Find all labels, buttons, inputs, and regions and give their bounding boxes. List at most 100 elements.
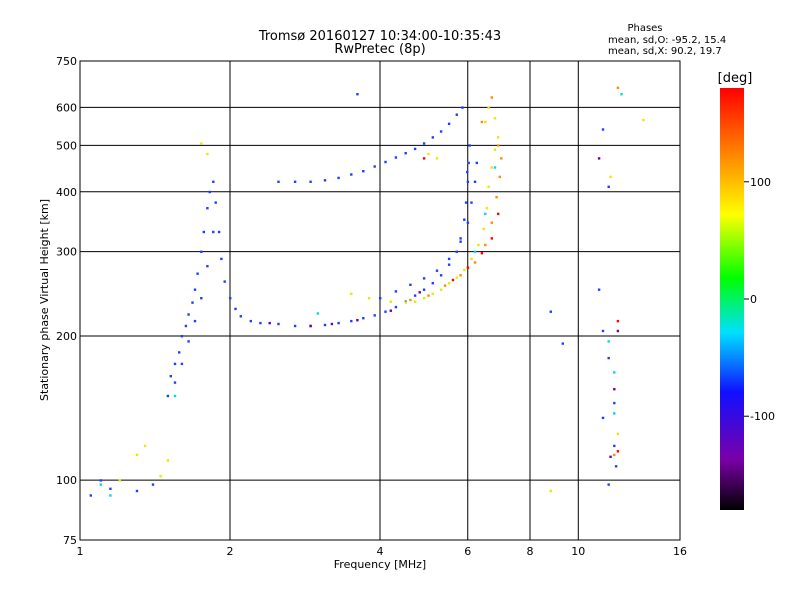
data-point xyxy=(473,180,477,183)
data-point xyxy=(447,122,451,125)
data-point xyxy=(200,250,203,253)
data-point xyxy=(422,157,426,160)
data-point xyxy=(613,371,616,374)
data-point xyxy=(169,375,172,378)
data-point xyxy=(166,459,170,462)
data-point xyxy=(143,444,147,448)
data-point xyxy=(484,120,487,124)
data-point xyxy=(293,180,297,183)
data-point xyxy=(214,201,217,204)
data-point xyxy=(431,292,434,296)
data-point xyxy=(373,165,376,168)
data-point xyxy=(439,288,443,291)
data-point xyxy=(404,301,407,304)
data-point xyxy=(451,278,455,282)
data-point xyxy=(597,288,601,291)
data-point xyxy=(613,412,616,415)
data-point xyxy=(184,324,188,328)
y-tick-label: 500 xyxy=(56,139,77,152)
data-point xyxy=(490,96,493,99)
data-point xyxy=(99,483,102,486)
data-point xyxy=(173,381,177,384)
data-point xyxy=(362,170,365,173)
colorbar-label: [deg] xyxy=(718,71,753,86)
data-point xyxy=(463,218,466,221)
data-point xyxy=(497,144,500,147)
data-point xyxy=(597,157,601,160)
data-point xyxy=(323,179,327,182)
data-point xyxy=(223,280,226,283)
data-point xyxy=(467,161,470,165)
data-point xyxy=(620,93,623,96)
data-point xyxy=(418,291,421,294)
colorbar-tick-label: -100 xyxy=(750,410,775,423)
data-point xyxy=(463,268,466,272)
data-point xyxy=(447,263,451,266)
x-tick-label: 8 xyxy=(527,545,534,558)
data-point xyxy=(330,322,334,326)
data-point xyxy=(470,257,473,261)
data-point xyxy=(316,312,320,315)
data-point xyxy=(616,329,620,333)
colorbar-tick-label: 0 xyxy=(750,293,757,306)
data-point xyxy=(493,166,497,169)
data-point xyxy=(459,274,462,277)
data-point xyxy=(466,180,470,183)
data-point xyxy=(394,290,398,293)
data-point xyxy=(490,166,493,169)
data-point xyxy=(206,207,209,210)
data-point xyxy=(99,479,102,482)
data-point xyxy=(601,128,605,131)
data-point xyxy=(439,130,443,133)
data-point xyxy=(601,329,605,333)
data-point xyxy=(180,362,184,366)
data-point xyxy=(220,257,223,261)
data-point xyxy=(614,465,618,468)
data-point xyxy=(447,282,451,285)
data-point xyxy=(468,144,471,147)
data-point xyxy=(431,136,434,139)
data-point xyxy=(350,173,353,176)
data-point xyxy=(607,483,610,486)
grid-lines xyxy=(80,61,680,540)
data-point xyxy=(455,113,458,116)
data-point xyxy=(422,288,426,291)
stats-x-mode: mean, sd,X: 90.2, 19.7 xyxy=(608,46,722,57)
chart-subtitle: RwPretec (8p) xyxy=(334,42,425,57)
data-point xyxy=(337,321,340,325)
data-point xyxy=(413,147,417,151)
scatter-points xyxy=(89,86,645,497)
data-point xyxy=(607,356,610,360)
data-point xyxy=(497,212,500,216)
data-point xyxy=(443,284,447,287)
data-point xyxy=(135,489,139,493)
data-point xyxy=(642,118,645,122)
data-point xyxy=(384,160,387,164)
data-point xyxy=(601,416,605,420)
data-point xyxy=(212,180,215,183)
data-point xyxy=(109,494,112,497)
data-point xyxy=(409,298,412,302)
data-point xyxy=(490,221,493,224)
data-point xyxy=(249,319,252,323)
y-axis-label: Stationary phase Virtual Height [km] xyxy=(38,199,51,401)
data-point xyxy=(180,335,184,338)
data-point xyxy=(356,319,359,322)
data-point xyxy=(362,317,365,320)
data-point xyxy=(173,394,177,398)
data-point xyxy=(477,243,480,247)
data-point xyxy=(89,494,92,497)
data-point xyxy=(613,388,616,391)
data-point xyxy=(367,297,371,300)
data-point xyxy=(435,269,439,272)
data-point xyxy=(239,315,242,318)
x-tick-label: 6 xyxy=(464,545,471,558)
data-point xyxy=(464,201,468,204)
data-point xyxy=(200,297,203,300)
data-point xyxy=(309,324,312,328)
plot-frame xyxy=(79,60,681,541)
stats-header: Phases xyxy=(627,23,662,34)
chart-title: Tromsø 20160127 10:34:00-10:35:43 xyxy=(258,29,501,44)
y-tick-label: 400 xyxy=(56,186,77,199)
data-point xyxy=(208,190,211,194)
